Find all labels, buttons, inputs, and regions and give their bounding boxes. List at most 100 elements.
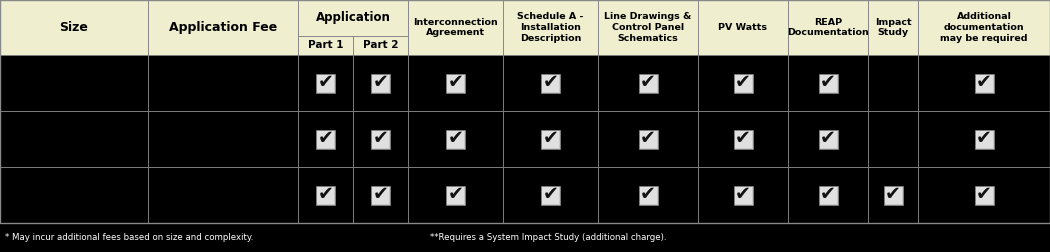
Bar xyxy=(698,0,788,55)
Bar xyxy=(884,186,902,204)
Bar xyxy=(408,55,503,111)
Bar xyxy=(975,131,992,147)
Bar xyxy=(447,131,464,147)
Bar xyxy=(503,167,598,223)
Text: ✔: ✔ xyxy=(543,129,559,148)
Bar xyxy=(735,131,752,147)
Bar xyxy=(353,167,408,223)
Bar xyxy=(408,111,503,167)
Bar xyxy=(148,0,298,55)
Bar xyxy=(541,74,560,92)
Bar xyxy=(918,111,1050,167)
Bar xyxy=(639,75,656,91)
Bar xyxy=(542,186,559,204)
Bar xyxy=(918,55,1050,111)
Text: ✔: ✔ xyxy=(543,73,559,92)
Bar xyxy=(317,75,334,91)
Bar xyxy=(503,55,598,111)
Bar xyxy=(698,111,788,167)
Bar xyxy=(0,0,148,55)
Text: ✔: ✔ xyxy=(885,185,901,204)
Bar xyxy=(734,74,753,92)
Bar xyxy=(819,130,838,148)
Bar xyxy=(638,185,657,205)
Bar xyxy=(148,111,298,167)
Text: PV Watts: PV Watts xyxy=(718,23,768,32)
Text: ✔: ✔ xyxy=(543,185,559,204)
Text: Interconnection
Agreement: Interconnection Agreement xyxy=(413,18,498,37)
Bar xyxy=(317,131,334,147)
Text: ✔: ✔ xyxy=(640,73,656,92)
Bar xyxy=(447,186,464,204)
Bar xyxy=(735,186,752,204)
Bar xyxy=(542,75,559,91)
Text: ✔: ✔ xyxy=(317,185,334,204)
Bar xyxy=(698,55,788,111)
Text: ✔: ✔ xyxy=(976,185,992,204)
Bar xyxy=(734,185,753,205)
Text: Application: Application xyxy=(316,12,391,24)
Bar xyxy=(353,36,408,55)
Bar xyxy=(0,0,1050,223)
Bar xyxy=(0,223,1050,252)
Bar xyxy=(0,55,148,111)
Bar xyxy=(819,131,837,147)
Text: Line Drawings &
Control Panel
Schematics: Line Drawings & Control Panel Schematics xyxy=(605,12,692,43)
Bar xyxy=(298,0,408,36)
Bar xyxy=(372,131,388,147)
Text: ✔: ✔ xyxy=(735,73,751,92)
Bar xyxy=(788,0,868,55)
Bar xyxy=(371,74,390,92)
Text: Impact
Study: Impact Study xyxy=(875,18,911,37)
Bar xyxy=(598,167,698,223)
Text: ✔: ✔ xyxy=(820,129,836,148)
Bar xyxy=(788,55,868,111)
Text: ✔: ✔ xyxy=(976,129,992,148)
Text: ✔: ✔ xyxy=(640,185,656,204)
Bar xyxy=(446,74,465,92)
Text: Additional
documentation
may be required: Additional documentation may be required xyxy=(940,12,1028,43)
Text: ✔: ✔ xyxy=(820,73,836,92)
Bar xyxy=(503,0,598,55)
Bar xyxy=(542,131,559,147)
Text: Schedule A -
Installation
Description: Schedule A - Installation Description xyxy=(518,12,584,43)
Text: Application Fee: Application Fee xyxy=(169,21,277,34)
Bar xyxy=(446,130,465,148)
Bar xyxy=(698,167,788,223)
Bar xyxy=(541,185,560,205)
Text: ✔: ✔ xyxy=(820,185,836,204)
Bar xyxy=(298,55,353,111)
Text: **Requires a System Impact Study (additional charge).: **Requires a System Impact Study (additi… xyxy=(430,233,667,242)
Bar xyxy=(0,111,148,167)
Bar xyxy=(734,130,753,148)
Bar xyxy=(819,74,838,92)
Bar xyxy=(316,185,335,205)
Bar xyxy=(298,111,353,167)
Bar xyxy=(868,55,918,111)
Bar xyxy=(883,185,903,205)
Bar xyxy=(0,167,148,223)
Text: Size: Size xyxy=(60,21,88,34)
Bar xyxy=(598,55,698,111)
Bar xyxy=(408,167,503,223)
Text: ✔: ✔ xyxy=(373,73,388,92)
Text: ✔: ✔ xyxy=(640,129,656,148)
Bar xyxy=(819,185,838,205)
Text: ✔: ✔ xyxy=(447,129,463,148)
Text: REAP
Documentation: REAP Documentation xyxy=(788,18,869,37)
Bar xyxy=(316,74,335,92)
Text: ✔: ✔ xyxy=(735,185,751,204)
Bar xyxy=(372,75,388,91)
Bar xyxy=(541,130,560,148)
Bar xyxy=(298,167,353,223)
Text: ✔: ✔ xyxy=(447,185,463,204)
Bar xyxy=(371,185,390,205)
Bar xyxy=(975,75,992,91)
Bar xyxy=(788,167,868,223)
Text: ✔: ✔ xyxy=(735,129,751,148)
Bar xyxy=(598,0,698,55)
Bar xyxy=(819,75,837,91)
Bar xyxy=(638,130,657,148)
Text: Part 1: Part 1 xyxy=(308,41,343,50)
Bar xyxy=(868,111,918,167)
